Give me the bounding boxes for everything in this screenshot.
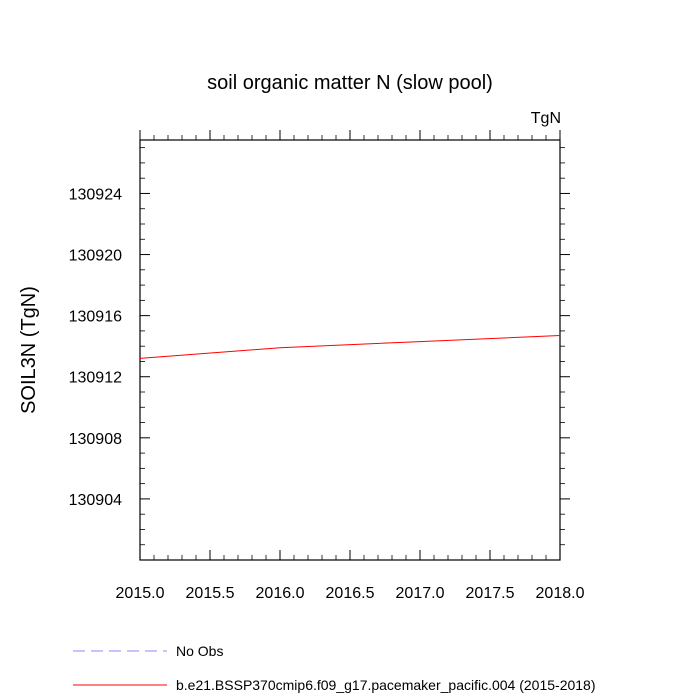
y-tick-label: 130920: [69, 248, 122, 265]
y-tick-label: 130916: [69, 309, 122, 326]
y-tick-label: 130912: [69, 370, 122, 387]
legend-label-1: b.e21.BSSP370cmip6.f09_g17.pacemaker_pac…: [176, 677, 596, 693]
y-tick-label: 130908: [69, 431, 122, 448]
y-tick-label: 130904: [69, 492, 122, 509]
units-label: TgN: [531, 110, 561, 127]
y-axis-label: SOIL3N (TgN): [18, 286, 40, 414]
series-line-1: [139, 334, 561, 359]
x-tick-label: 2018.0: [536, 585, 585, 602]
x-tick-label: 2017.5: [466, 585, 515, 602]
y-tick-label: 130924: [69, 186, 122, 203]
series-layer: [139, 334, 561, 359]
legend-label-0: No Obs: [176, 643, 223, 659]
chart-title: soil organic matter N (slow pool): [207, 72, 493, 94]
x-tick-label: 2015.5: [186, 585, 235, 602]
x-tick-label: 2016.0: [256, 585, 305, 602]
x-tick-label: 2015.0: [116, 585, 165, 602]
plot-area: 2015.0 2015.5 2016.0 2016.5 2017.0 2017.5 2018…: [69, 130, 585, 602]
legend: No Obs b.e21.BSSP370cmip6.f09_g17.pacemak…: [73, 643, 596, 693]
plot-frame: [139, 139, 561, 561]
x-tick-label: 2016.5: [326, 585, 375, 602]
x-tick-label: 2017.0: [396, 585, 445, 602]
